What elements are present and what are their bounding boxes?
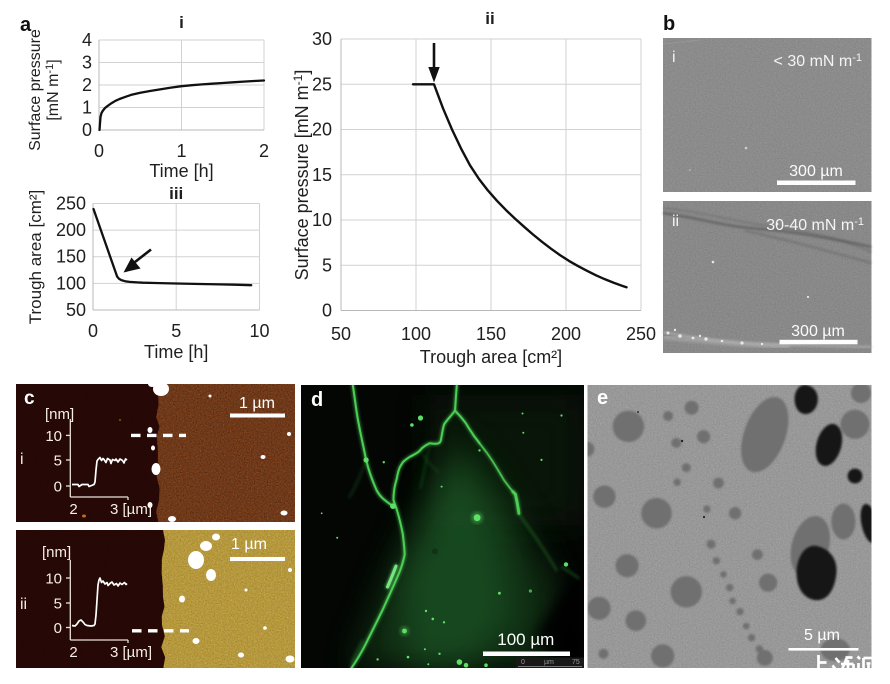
- svg-text:100: 100: [56, 273, 86, 293]
- svg-text:30-40 mN m-1: 30-40 mN m-1: [766, 216, 864, 234]
- svg-text:0: 0: [322, 301, 332, 321]
- svg-text:[nm]: [nm]: [45, 406, 74, 423]
- svg-text:[mN m-1]: [mN m-1]: [44, 59, 62, 120]
- svg-text:Surface pressure: Surface pressure: [27, 29, 44, 151]
- svg-text:50: 50: [66, 300, 86, 320]
- svg-text:150: 150: [56, 247, 86, 267]
- svg-text:iii: iii: [169, 184, 183, 203]
- svg-text:Time [h]: Time [h]: [149, 161, 213, 181]
- svg-text:100: 100: [401, 324, 431, 344]
- svg-text:3 [µm]: 3 [µm]: [110, 501, 152, 518]
- svg-text:b: b: [663, 13, 675, 35]
- svg-text:10: 10: [45, 571, 62, 588]
- svg-text:250: 250: [626, 324, 656, 344]
- svg-text:[nm]: [nm]: [42, 544, 71, 561]
- svg-text:20: 20: [312, 120, 332, 140]
- svg-text:1: 1: [82, 98, 92, 118]
- svg-text:10: 10: [45, 428, 62, 445]
- svg-text:2: 2: [82, 75, 92, 95]
- svg-text:ii: ii: [672, 213, 679, 230]
- svg-text:2: 2: [69, 644, 77, 661]
- svg-text:4: 4: [82, 30, 92, 50]
- svg-text:3: 3: [82, 53, 92, 73]
- svg-text:e: e: [597, 387, 608, 409]
- svg-text:Surface pressure [mN m-1]: Surface pressure [mN m-1]: [291, 70, 312, 281]
- svg-text:3 [µm]: 3 [µm]: [110, 644, 152, 661]
- svg-text:10: 10: [312, 210, 332, 230]
- svg-text:300 µm: 300 µm: [789, 163, 843, 180]
- svg-text:75: 75: [572, 659, 580, 666]
- svg-text:Time [h]: Time [h]: [144, 342, 208, 362]
- svg-text:25: 25: [312, 74, 332, 94]
- svg-text:0: 0: [94, 141, 104, 161]
- svg-text:1 µm: 1 µm: [231, 536, 267, 553]
- svg-text:0: 0: [54, 479, 62, 496]
- svg-text:5 µm: 5 µm: [804, 627, 840, 644]
- svg-text:< 30 mN m-1: < 30 mN m-1: [774, 52, 862, 70]
- svg-text:100 µm: 100 µm: [497, 630, 554, 649]
- svg-text:30: 30: [312, 29, 332, 49]
- svg-text:10: 10: [249, 321, 269, 341]
- svg-text:µm: µm: [544, 659, 554, 666]
- svg-text:1: 1: [176, 141, 186, 161]
- svg-text:5: 5: [171, 321, 181, 341]
- svg-text:5: 5: [54, 453, 62, 470]
- svg-text:i: i: [672, 49, 676, 66]
- svg-text:200: 200: [56, 220, 86, 240]
- svg-text:i: i: [20, 451, 24, 468]
- svg-text:200: 200: [551, 324, 581, 344]
- svg-text:150: 150: [476, 324, 506, 344]
- svg-text:Trough area [cm²]: Trough area [cm²]: [420, 347, 562, 367]
- svg-text:5: 5: [322, 255, 332, 275]
- svg-text:1 µm: 1 µm: [239, 395, 275, 412]
- svg-text:5: 5: [54, 596, 62, 613]
- svg-text:15: 15: [312, 165, 332, 185]
- svg-text:50: 50: [331, 324, 351, 344]
- svg-text:2: 2: [259, 141, 269, 161]
- svg-text:Trough area [cm²]: Trough area [cm²]: [26, 190, 45, 324]
- svg-text:ii: ii: [485, 9, 494, 28]
- svg-text:d: d: [311, 389, 323, 411]
- svg-text:c: c: [24, 388, 35, 409]
- svg-text:0: 0: [521, 659, 525, 666]
- svg-text:250: 250: [56, 194, 86, 214]
- svg-text:a: a: [20, 14, 32, 36]
- svg-text:ii: ii: [20, 596, 27, 613]
- svg-text:i: i: [179, 13, 184, 32]
- svg-text:0: 0: [82, 120, 92, 140]
- svg-text:0: 0: [54, 620, 62, 637]
- svg-text:300 µm: 300 µm: [791, 323, 845, 340]
- svg-text:2: 2: [69, 501, 77, 518]
- svg-text:0: 0: [88, 321, 98, 341]
